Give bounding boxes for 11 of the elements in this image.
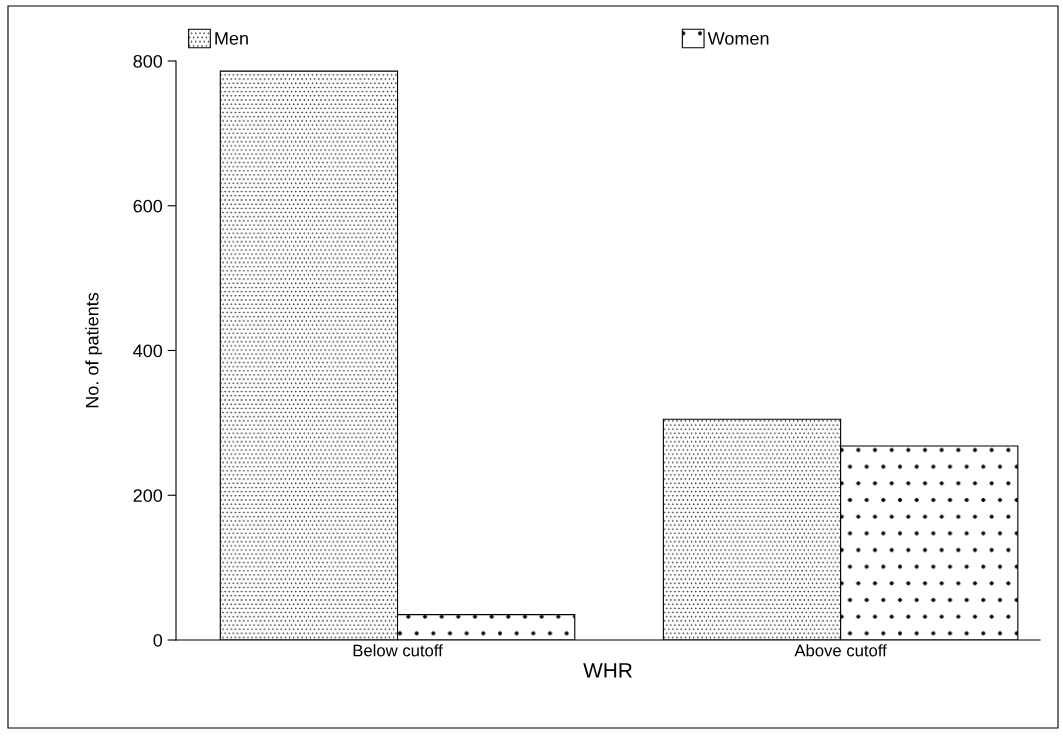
y-tick-label: 800: [133, 54, 163, 68]
x-axis-title: WHR: [583, 663, 632, 678]
y-tick-label: 200: [133, 489, 163, 502]
legend-label: Women: [707, 32, 769, 45]
x-tick-label: Above cutoff: [794, 644, 887, 657]
y-axis-title: No. of patients: [85, 292, 103, 408]
y-tick-label: 600: [133, 199, 163, 213]
y-tick-label: 0: [153, 633, 163, 647]
legend-label: Men: [215, 32, 248, 45]
x-tick-label: Below cutoff: [353, 644, 443, 657]
y-tick-label: 400: [133, 344, 163, 358]
